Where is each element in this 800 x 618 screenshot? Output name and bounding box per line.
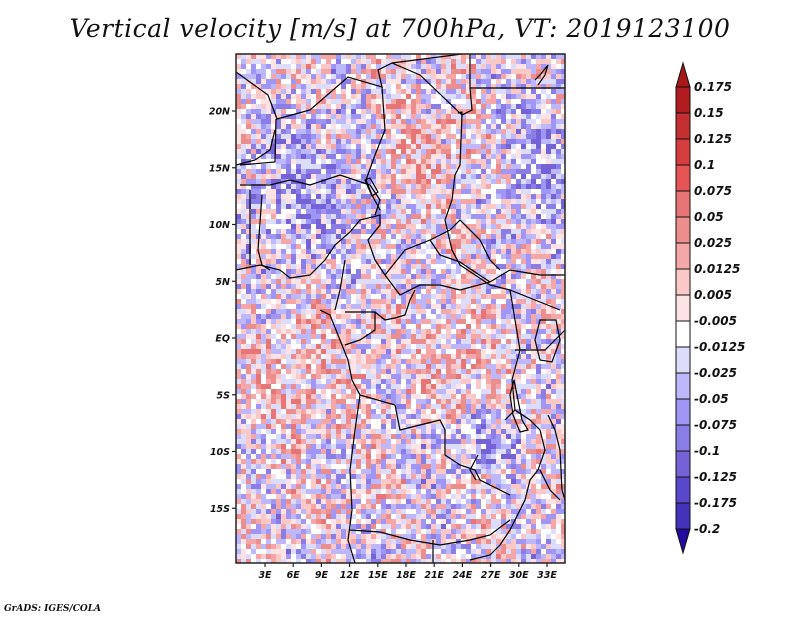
- colorbar-swatch: [675, 450, 691, 478]
- lake-outline: [534, 319, 561, 363]
- colorbar-label: -0.0125: [694, 340, 745, 354]
- colorbar-swatch: [675, 242, 691, 270]
- lon-tick-label: 24E: [453, 570, 473, 581]
- border-line: [344, 311, 376, 346]
- colorbar-label: -0.175: [694, 496, 737, 510]
- lon-tick-label: 27E: [481, 570, 501, 581]
- border-line: [429, 239, 491, 283]
- colorbar-swatch: [675, 268, 691, 296]
- lon-tick-label: 6E: [287, 570, 301, 581]
- colorbar-label: -0.2: [694, 522, 720, 536]
- border-line: [469, 454, 479, 481]
- border-line: [384, 269, 565, 296]
- coast-detail: [534, 64, 549, 86]
- colorbar-label: 0.175: [694, 80, 732, 94]
- colorbar-swatch: [675, 190, 691, 218]
- colorbar-swatch: [675, 86, 691, 114]
- lat-tick-label: 20N: [209, 107, 230, 118]
- lat-tick-label: 5S: [217, 390, 231, 401]
- colorbar-label: -0.125: [694, 470, 737, 484]
- lon-tick-label: 18E: [396, 570, 416, 581]
- colorbar-swatch: [675, 346, 691, 374]
- lat-tick-label: 15N: [209, 163, 230, 174]
- colorbar-swatch: [675, 320, 691, 348]
- lake-outline: [364, 177, 379, 197]
- colorbar-label: -0.05: [694, 392, 729, 406]
- border-line: [547, 414, 565, 501]
- grads-credit: GrADS: IGES/COLA: [4, 604, 102, 614]
- border-line: [384, 219, 501, 276]
- lon-tick-label: 12E: [340, 570, 360, 581]
- border-line: [539, 469, 561, 501]
- colorbar: 0.175 0.15 0.125 0.1 0.075 0.05 0.025 0.0125 0.0…: [675, 61, 745, 555]
- colorbar-swatch: [675, 112, 691, 140]
- lon-tick-label: 3E: [258, 570, 272, 581]
- colorbar-bottom-arrow: [675, 528, 691, 555]
- plot-title: Vertical velocity [m/s] at 700hPa, VT: 2…: [69, 14, 731, 43]
- lon-tick-label: 9E: [315, 570, 329, 581]
- lon-tick-label: 33E: [537, 570, 557, 581]
- border-line: [349, 519, 511, 546]
- lon-tick-label: 30E: [509, 570, 529, 581]
- border-line: [359, 394, 511, 496]
- colorbar-label: -0.075: [694, 418, 737, 432]
- colorbar-label: -0.025: [694, 366, 737, 380]
- border-line: [236, 129, 276, 166]
- colorbar-swatch: [675, 216, 691, 244]
- colorbar-label: 0.15: [694, 106, 724, 120]
- border-line: [240, 174, 381, 216]
- colorbar-label: 0.075: [694, 184, 732, 198]
- colorbar-label: 0.125: [694, 132, 732, 146]
- colorbar-swatch: [675, 164, 691, 192]
- lat-ticks: 20N 15N 10N 5N EQ 5S 10S 15S: [209, 107, 236, 515]
- lat-tick-label: 5N: [215, 277, 230, 288]
- colorbar-label: -0.005: [694, 314, 737, 328]
- border-line: [236, 214, 386, 279]
- colorbar-label: 0.1: [694, 158, 715, 172]
- lat-tick-label: 15S: [210, 504, 230, 515]
- lon-ticks: 3E 6E 9E 12E 15E 18E 21E 24E 27E 30E 33E: [258, 563, 557, 581]
- lake-outline: [509, 379, 529, 433]
- lat-tick-label: 10S: [210, 447, 230, 458]
- colorbar-top-arrow: [675, 61, 691, 88]
- border-line: [334, 259, 346, 311]
- border-line: [374, 289, 416, 321]
- colorbar-label: 0.025: [694, 236, 732, 250]
- border-line: [239, 118, 277, 166]
- country-borders: [236, 54, 565, 563]
- colorbar-swatch: [675, 424, 691, 452]
- border-line: [515, 329, 565, 351]
- colorbar-swatch: [675, 294, 691, 322]
- lat-tick-label: 10N: [209, 220, 230, 231]
- border-line: [365, 86, 386, 211]
- border-line: [504, 409, 546, 511]
- colorbar-label: 0.005: [694, 288, 732, 302]
- colorbar-swatch: [675, 372, 691, 400]
- colorbar-label: -0.1: [694, 444, 720, 458]
- velocity-field: [236, 54, 565, 563]
- plot-frame: [235, 53, 566, 564]
- colorbar-label: 0.0125: [694, 262, 740, 276]
- colorbar-swatch: [675, 398, 691, 426]
- border-line: [257, 194, 271, 271]
- border-line: [469, 509, 521, 561]
- colorbar-label: 0.05: [694, 210, 724, 224]
- colorbar-swatch: [675, 138, 691, 166]
- lon-tick-label: 21E: [424, 570, 444, 581]
- lat-tick-label: EQ: [215, 334, 230, 345]
- lon-tick-label: 15E: [368, 570, 388, 581]
- colorbar-swatch: [675, 502, 691, 530]
- colorbar-swatch: [675, 476, 691, 504]
